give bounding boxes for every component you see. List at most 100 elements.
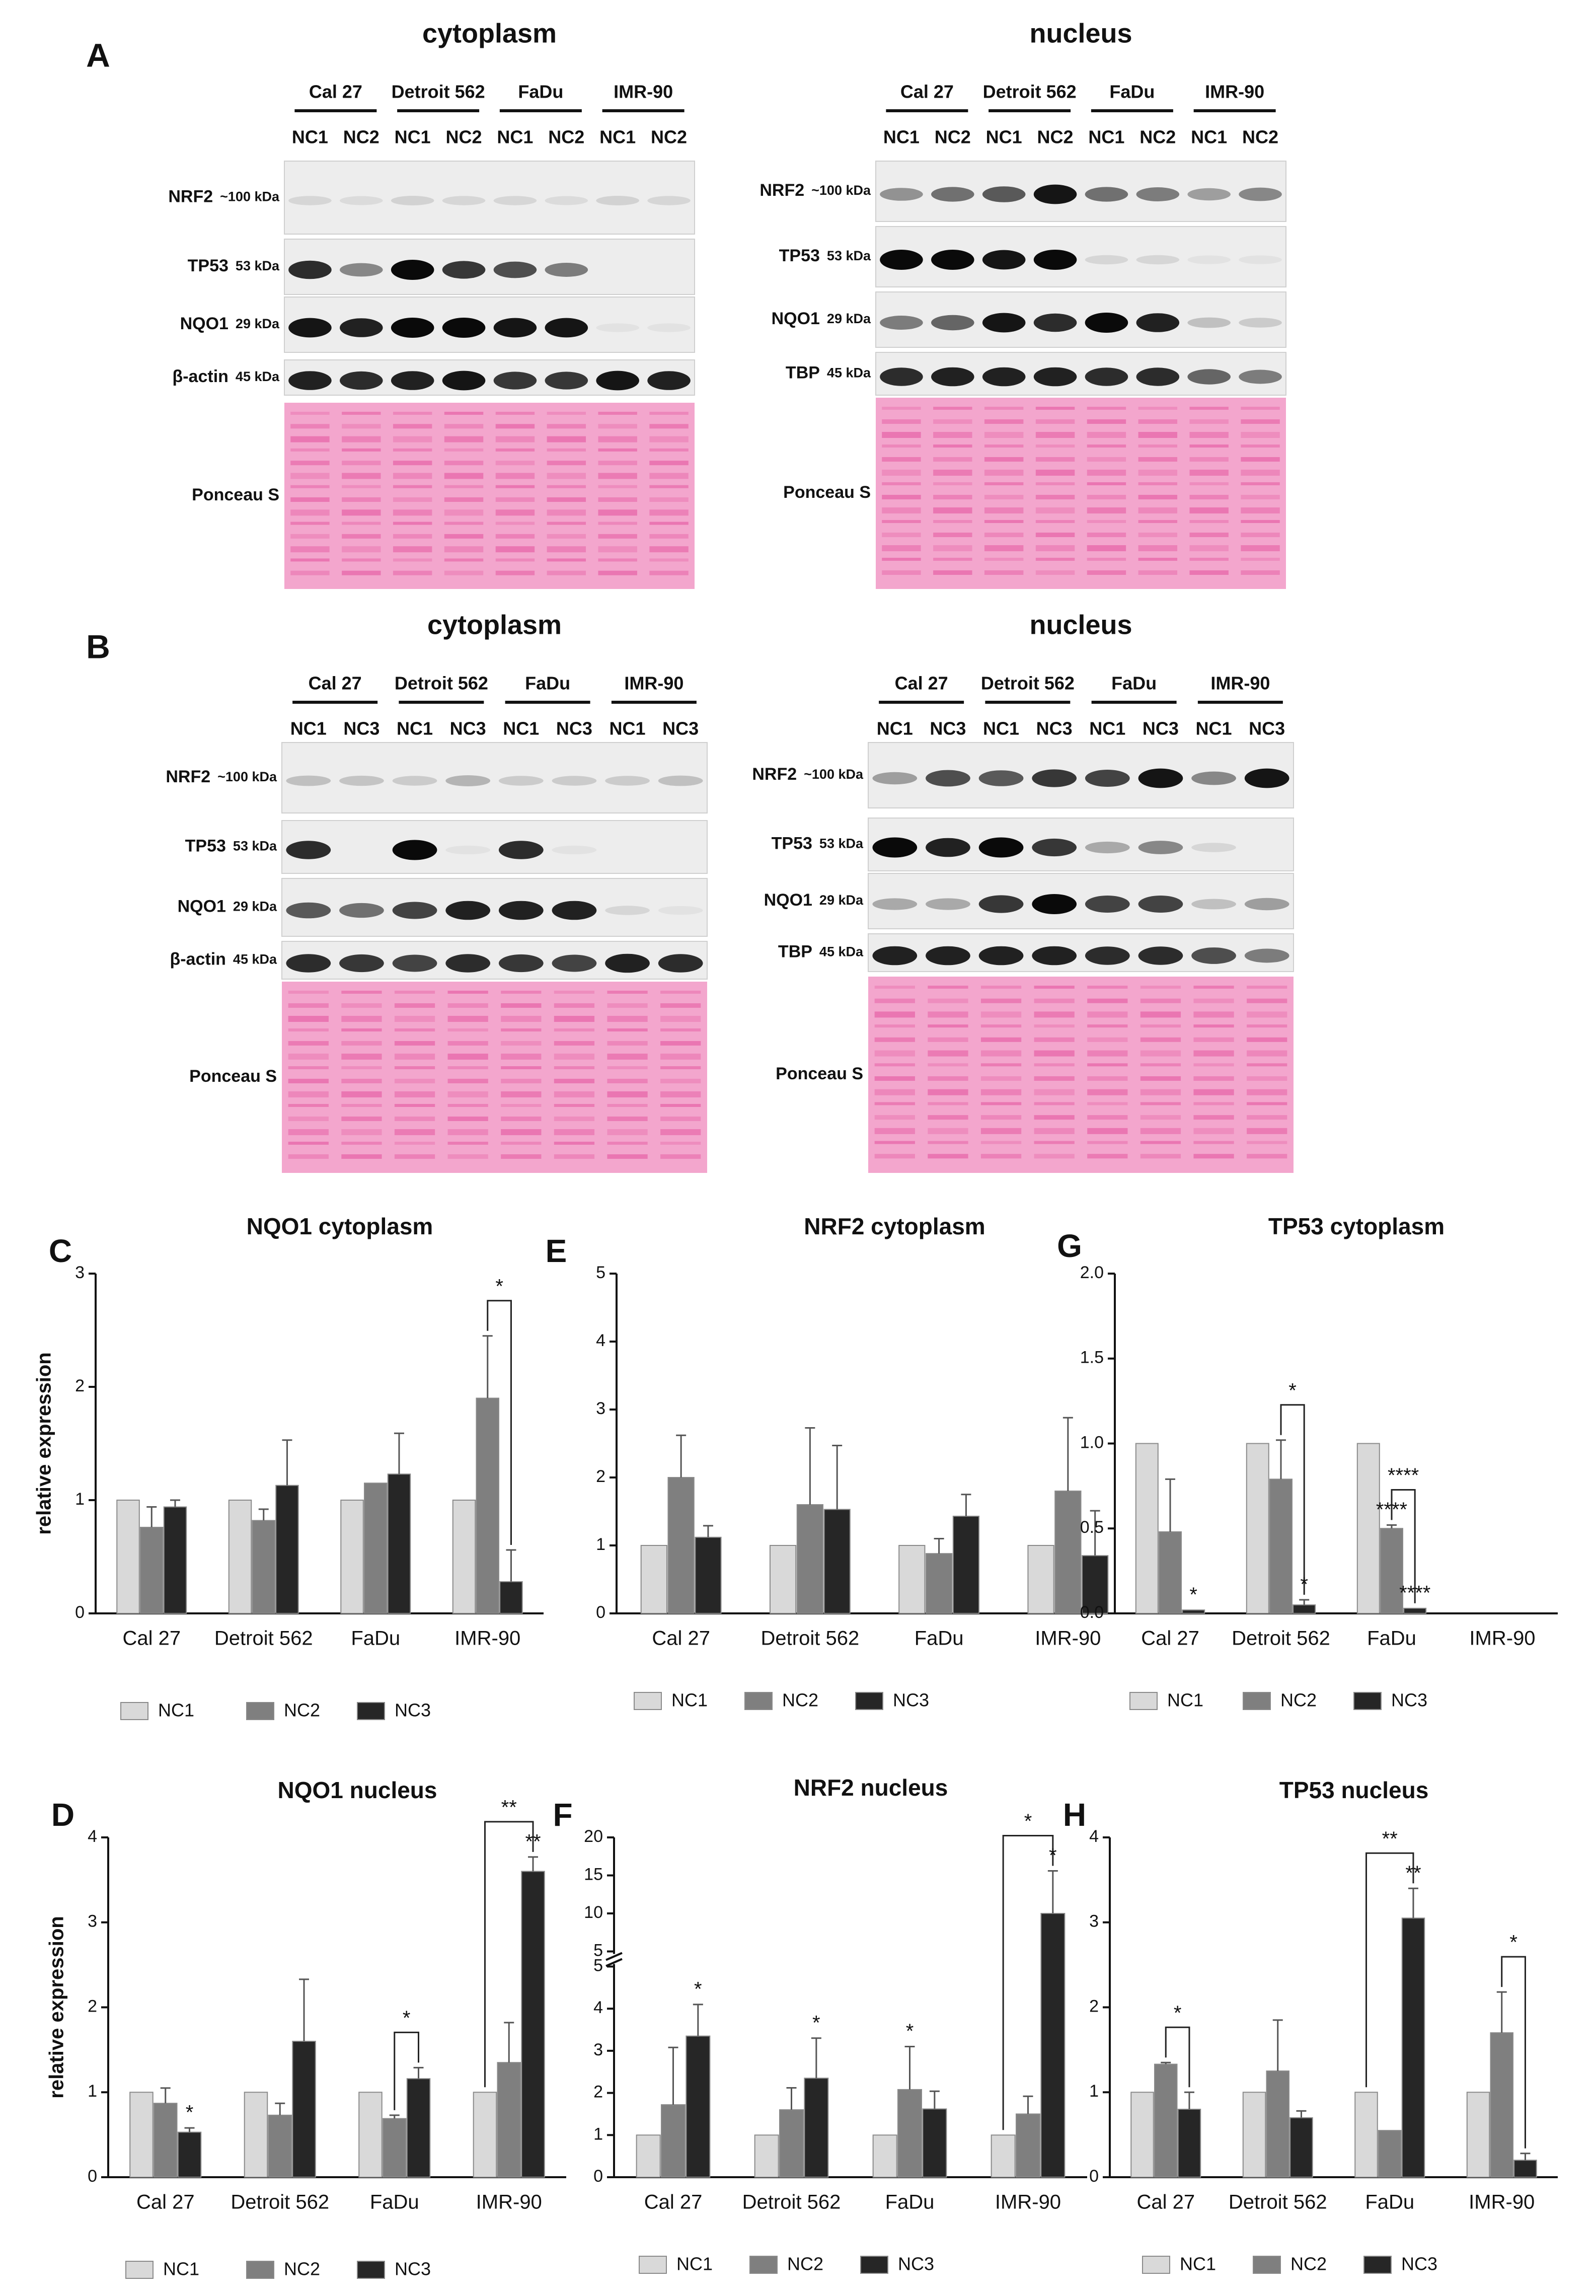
ponceau-band (290, 424, 330, 429)
blot-band (288, 318, 332, 338)
bar-NC2 (383, 2118, 407, 2178)
ponceau-band (1087, 482, 1126, 485)
ponceau-band (1087, 520, 1126, 523)
row-label: β-actin 45 kDa (170, 949, 277, 969)
ponceau-band (1140, 1141, 1181, 1144)
bar-NC3 (406, 2078, 431, 2178)
legend-swatch-NC3 (1353, 1692, 1382, 1710)
bar-NC2 (364, 1483, 388, 1614)
ponceau-band (660, 1117, 701, 1121)
significance-bracket (487, 1300, 512, 1545)
ponceau-band (1138, 432, 1178, 438)
ponceau-band (1138, 457, 1178, 462)
protein-name: NRF2 (166, 767, 210, 786)
row-label: Ponceau S (783, 483, 871, 502)
bar-NC2 (1490, 2032, 1513, 2178)
y-tick-label: 2 (75, 1376, 85, 1395)
ponceau-band (1189, 470, 1229, 476)
lane-label: NC1 (395, 127, 431, 147)
ponceau-band (660, 1142, 701, 1145)
ponceau-band (1087, 1089, 1128, 1095)
protein-size: 53 kDa (233, 839, 277, 854)
ponceau-band (447, 1003, 488, 1008)
bar-NC2 (661, 2104, 686, 2178)
ponceau-band (598, 424, 637, 429)
protein-name: NQO1 (764, 891, 812, 910)
ponceau-band (874, 1050, 915, 1057)
x-tick-label: Detroit 562 (231, 2191, 329, 2213)
protein-size: ~100 kDa (811, 183, 871, 198)
ponceau-band (290, 448, 330, 452)
protein-size: 29 kDa (233, 899, 277, 914)
lane-label: NC1 (1191, 127, 1227, 147)
ponceau-band (1247, 1154, 1287, 1159)
ponceau-band (607, 1079, 648, 1083)
ponceau-band (874, 1063, 915, 1067)
bar-NC2 (154, 2103, 178, 2178)
row-label: TBP 45 kDa (786, 363, 871, 382)
ponceau-band (928, 1011, 968, 1018)
lane-label: NC3 (343, 718, 379, 739)
lane-label: NC3 (1249, 718, 1285, 739)
legend-label: NC3 (1391, 1690, 1427, 1711)
blot-band (605, 776, 650, 786)
ponceau-band (1034, 1089, 1075, 1095)
ponceau-band (933, 495, 972, 499)
ponceau-band (393, 546, 432, 553)
row-label: NQO1 29 kDa (180, 314, 280, 333)
blot-band (339, 775, 384, 786)
blot-band (286, 841, 331, 859)
bar-NC3 (1177, 2109, 1201, 2178)
ponceau-band (607, 1066, 648, 1069)
ponceau-membrane (282, 982, 707, 1173)
ponceau-band (1087, 1037, 1128, 1042)
ponceau-band (882, 570, 921, 575)
ponceau-band (501, 991, 542, 994)
ponceau-band (501, 1016, 542, 1022)
ponceau-band (882, 445, 921, 448)
bar-NC3 (952, 1515, 980, 1614)
ponceau-band (598, 546, 637, 553)
ponceau-band (980, 1102, 1022, 1105)
ponceau-band (1247, 1076, 1287, 1081)
ponceau-band (290, 497, 330, 502)
x-tick-label: FaDu (915, 1627, 964, 1650)
protein-name: β-actin (170, 949, 225, 969)
panel-letter-D: D (51, 1797, 74, 1833)
x-tick-label: FaDu (370, 2191, 419, 2213)
ponceau-band (1087, 457, 1126, 462)
ponceau-band (1035, 482, 1075, 485)
ponceau-band (1138, 495, 1178, 499)
blot-band (445, 845, 491, 855)
ponceau-band (288, 1003, 329, 1008)
blot-band (339, 954, 384, 973)
ponceau-band (288, 1041, 329, 1046)
ponceau-band (1241, 507, 1280, 513)
ponceau-band (933, 558, 972, 561)
ponceau-band (342, 522, 381, 525)
ponceau-band (447, 1117, 488, 1121)
lane-label: NC2 (1037, 127, 1074, 147)
protein-name: NRF2 (168, 187, 213, 206)
lane-label: NC1 (503, 718, 539, 739)
ponceau-band (444, 461, 484, 466)
significance-marker: * (186, 2102, 194, 2124)
ponceau-band (933, 407, 972, 410)
ponceau-band (495, 509, 535, 516)
ponceau-band (874, 1141, 915, 1144)
ponceau-band (447, 1129, 488, 1135)
blot-band (982, 250, 1026, 270)
ponceau-band (342, 558, 381, 562)
ponceau-band (1034, 1024, 1075, 1028)
blot-band (1136, 313, 1180, 332)
ponceau-band (288, 1129, 329, 1135)
panel-letter-B: B (86, 628, 110, 665)
ponceau-band (1193, 1037, 1234, 1042)
y-tick-label: 4 (1089, 1827, 1099, 1846)
y-tick-label: 3 (1089, 1912, 1099, 1931)
cell-line-header: FaDu (518, 82, 563, 102)
lane-label: NC2 (343, 127, 379, 147)
ponceau-band (444, 570, 484, 575)
row-label: NQO1 29 kDa (772, 309, 871, 328)
